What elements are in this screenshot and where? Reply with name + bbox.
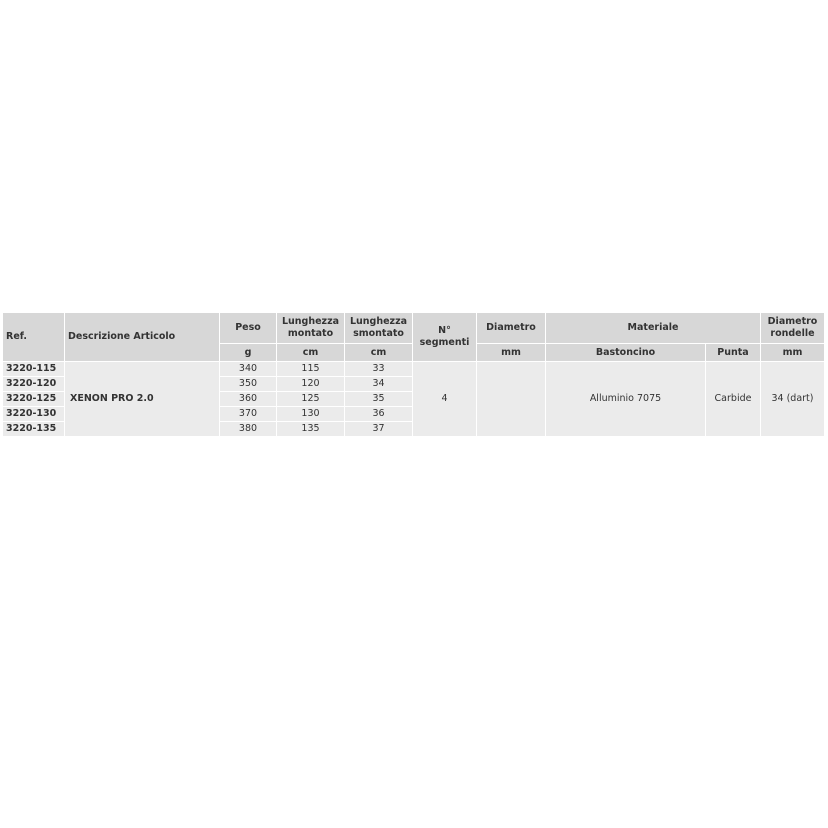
cell-peso: 380 — [219, 421, 277, 437]
header-text: montato — [287, 328, 334, 339]
cell-ref: 3220-125 — [2, 391, 65, 407]
table-row: 3220-125 360 125 35 — [2, 391, 825, 407]
cell-smontato: 37 — [344, 421, 413, 437]
header-row: Ref. Descrizione Articolo Peso Lunghezza… — [2, 312, 825, 362]
header-text: N° — [438, 325, 451, 336]
cell-peso: 350 — [219, 376, 277, 392]
product-spec-table: Ref. Descrizione Articolo Peso Lunghezza… — [2, 312, 825, 437]
cell-smontato: 33 — [344, 361, 413, 377]
header-lunghezza-montato: Lunghezza montato — [276, 312, 345, 344]
header-diametro: Diametro — [476, 312, 546, 344]
unit-diametro: mm — [476, 343, 546, 362]
cell-peso: 370 — [219, 406, 277, 422]
cell-ref: 3220-115 — [2, 361, 65, 377]
cell-montato: 115 — [276, 361, 345, 377]
header-text: Lunghezza — [349, 316, 408, 327]
header-text: Lunghezza — [281, 316, 340, 327]
cell-smontato: 35 — [344, 391, 413, 407]
header-ref: Ref. — [2, 312, 65, 362]
cell-peso: 360 — [219, 391, 277, 407]
cell-ref: 3220-135 — [2, 421, 65, 437]
unit-smontato: cm — [344, 343, 413, 362]
header-text: smontato — [353, 328, 404, 339]
header-peso: Peso — [219, 312, 277, 344]
cell-peso: 340 — [219, 361, 277, 377]
cell-smontato: 34 — [344, 376, 413, 392]
table-row: 3220-120 350 120 34 — [2, 376, 825, 392]
cell-segmenti: 4 — [412, 361, 477, 437]
cell-ref: 3220-120 — [2, 376, 65, 392]
cell-montato: 135 — [276, 421, 345, 437]
header-diametro-rondelle: Diametro rondelle — [760, 312, 825, 344]
header-materiale: Materiale — [545, 312, 761, 344]
header-text: Diametro — [767, 316, 818, 327]
cell-montato: 125 — [276, 391, 345, 407]
header-segmenti: N° segmenti — [412, 312, 477, 362]
cell-rondelle: 34 (dart) — [760, 361, 825, 437]
cell-diametro — [476, 361, 546, 437]
unit-montato: cm — [276, 343, 345, 362]
unit-rondelle: mm — [760, 343, 825, 362]
subheader-bastoncino: Bastoncino — [545, 343, 706, 362]
cell-punta: Carbide — [705, 361, 761, 437]
unit-peso: g — [219, 343, 277, 362]
header-lunghezza-smontato: Lunghezza smontato — [344, 312, 413, 344]
cell-ref: 3220-130 — [2, 406, 65, 422]
cell-montato: 120 — [276, 376, 345, 392]
cell-bastoncino: Alluminio 7075 — [545, 361, 706, 437]
table-row: 3220-135 380 135 37 — [2, 421, 825, 437]
table-row: 3220-115 XENON PRO 2.0 340 115 33 4 Allu… — [2, 361, 825, 437]
cell-smontato: 36 — [344, 406, 413, 422]
header-text: rondelle — [770, 328, 815, 339]
cell-descrizione: XENON PRO 2.0 — [64, 361, 220, 437]
header-descrizione: Descrizione Articolo — [64, 312, 220, 362]
cell-montato: 130 — [276, 406, 345, 422]
header-text: segmenti — [419, 337, 470, 348]
subheader-punta: Punta — [705, 343, 761, 362]
